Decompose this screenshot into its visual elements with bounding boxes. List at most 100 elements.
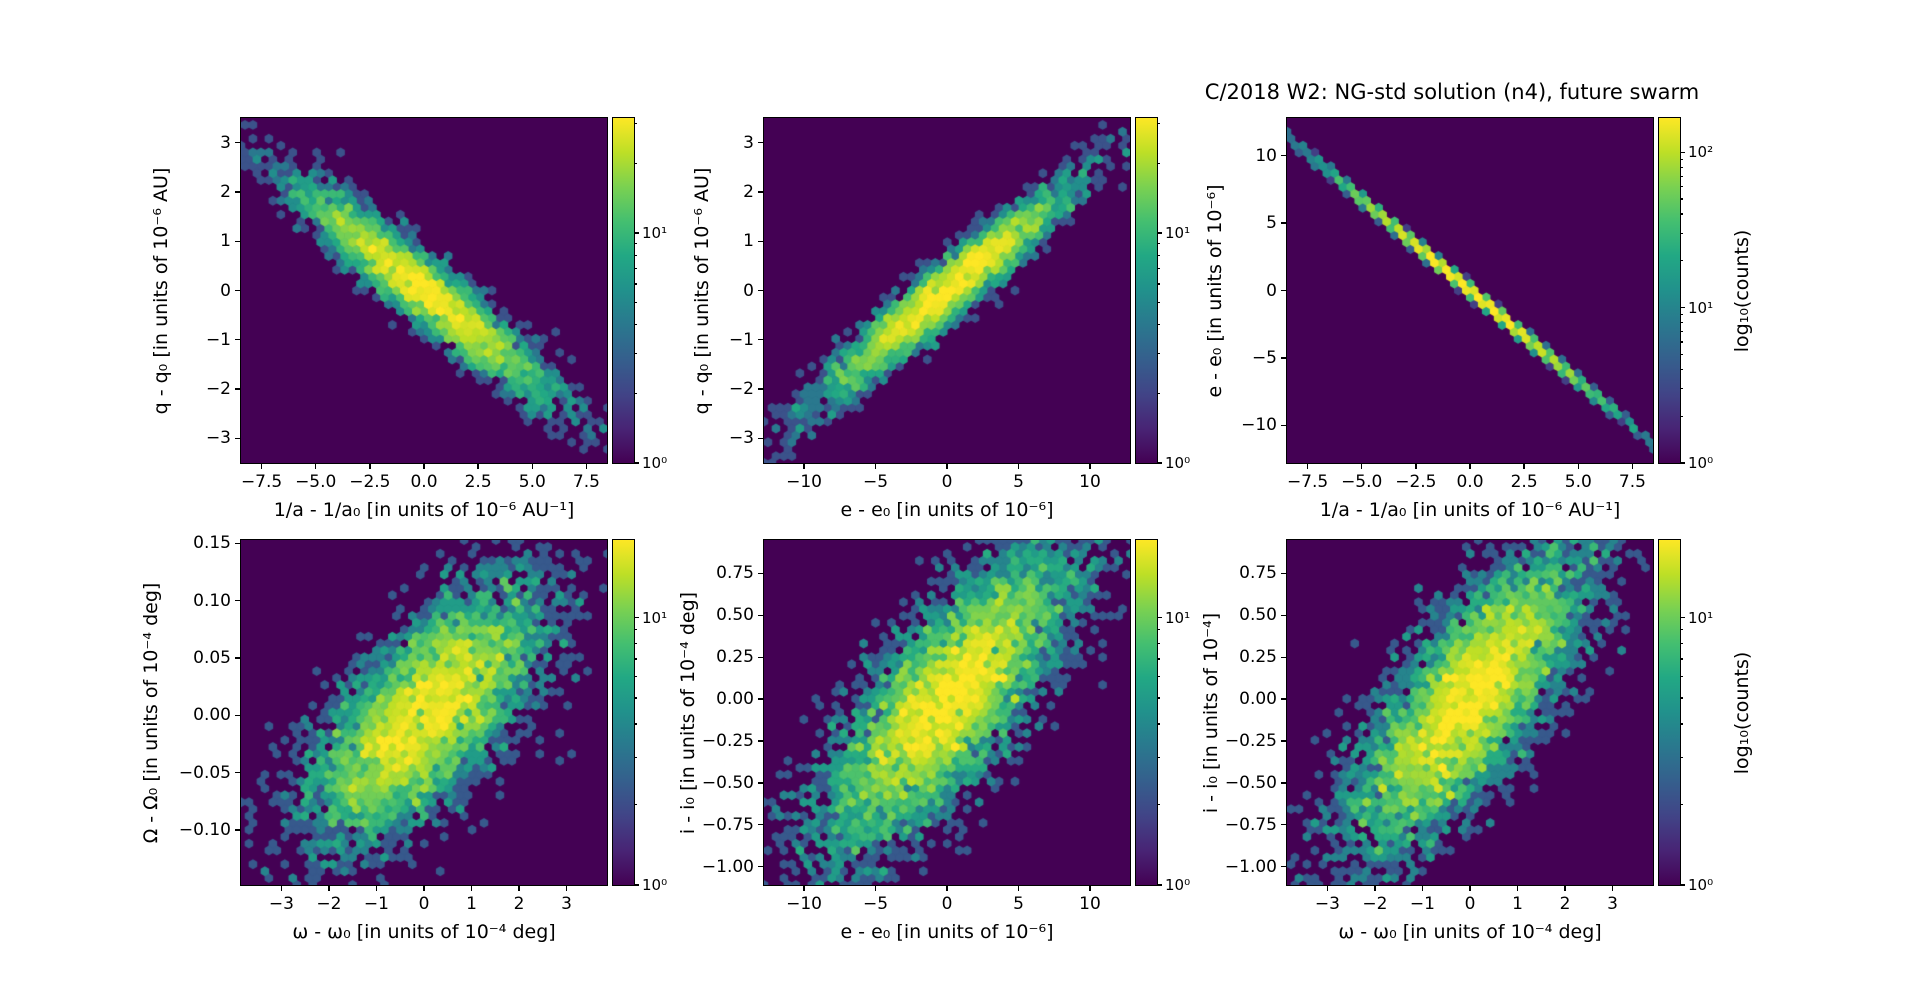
colorbar-minor-tick [1680, 368, 1683, 371]
colorbar-tick-label: 10⁰ [642, 876, 668, 894]
y-tick [1281, 357, 1287, 359]
x-tick-label: 7.5 [1618, 472, 1646, 492]
x-tick [423, 463, 425, 469]
y-tick-label: −0.50 [701, 772, 754, 793]
x-tick [1374, 885, 1376, 891]
top-middle-hexbin-canvas [763, 117, 1131, 464]
x-tick-label: 0 [941, 472, 953, 492]
y-tick-label: −3 [205, 428, 231, 449]
colorbar: 10¹ 10⁰ log₁₀(counts) [1658, 539, 1753, 894]
x-tick [518, 885, 520, 891]
y-tick [235, 191, 241, 193]
colorbar-minor-tick [1680, 723, 1683, 725]
colorbar-tick [1680, 306, 1685, 309]
x-tick-label: 5.0 [518, 472, 546, 492]
y-tick [235, 141, 241, 144]
colorbar-minor-tick [1680, 341, 1683, 343]
y-tick [758, 740, 764, 742]
colorbar-minor-tick [1680, 388, 1683, 390]
y-tick-label: 1 [743, 231, 754, 252]
x-tick [470, 885, 473, 891]
y-tick [235, 240, 241, 242]
y-tick-label: 0.05 [193, 648, 231, 669]
colorbar-minor-tick [634, 352, 637, 354]
y-tick [1281, 656, 1287, 658]
x-axis-label: e - e₀ [in units of 10⁻⁶] [840, 921, 1054, 943]
x-tick [1631, 463, 1634, 469]
y-tick-label: −10 [1241, 415, 1277, 436]
colorbar-tick [1157, 884, 1162, 886]
x-tick-label: 1 [1512, 894, 1523, 914]
x-tick [1611, 885, 1614, 891]
x-tick [946, 885, 948, 891]
x-tick-label: −2 [316, 894, 342, 914]
y-tick-label: 0.75 [1239, 563, 1277, 584]
y-tick-label: 1 [220, 231, 231, 252]
colorbar-minor-tick [634, 803, 637, 806]
x-tick [1421, 885, 1424, 891]
colorbar-minor-tick [1680, 198, 1683, 200]
x-tick-label: 3 [561, 894, 572, 914]
y-tick [758, 572, 764, 575]
colorbar-tick-label: 10⁰ [1165, 876, 1191, 894]
y-tick-label: 0.50 [716, 605, 754, 626]
bottom-right-hexbin-canvas [1286, 539, 1654, 886]
y-tick [1281, 782, 1287, 784]
y-tick [235, 600, 241, 602]
colorbar-tick [1157, 232, 1162, 234]
colorbar-minor-tick [1680, 803, 1683, 806]
y-tick-label: 3 [743, 132, 754, 153]
colorbar-minor-tick [634, 242, 637, 245]
x-axis-label: 1/a - 1/a₀ [in units of 10⁻⁶ AU⁻¹] [1319, 499, 1621, 521]
y-tick-label: −1.00 [701, 856, 754, 877]
bottom-middle-hexbin-canvas [763, 539, 1131, 886]
x-tick-label: 2.5 [1510, 472, 1538, 492]
y-tick-label: 0.25 [1239, 647, 1277, 668]
x-tick-label: −10 [786, 894, 822, 914]
colorbar-minor-tick [634, 658, 637, 660]
x-tick [874, 885, 877, 891]
x-axis-label: ω - ω₀ [in units of 10⁻⁴ deg] [1338, 921, 1602, 943]
hexbin-panel-bottom-left: −3 −2 −1 0 1 2 3 0.15 0.10 0.05 0.00 −0.05 −0.10 ω - … [140, 533, 667, 943]
colorbar-minor-tick [634, 756, 637, 758]
y-tick [758, 437, 764, 440]
x-tick [1017, 463, 1020, 469]
y-axis-label: e - e₀ [in units of 10⁻⁶] [1204, 183, 1226, 398]
colorbar-tick [1680, 462, 1685, 464]
colorbar-tick-label: 10² [1688, 143, 1714, 162]
colorbar-minor-tick [1680, 232, 1683, 235]
y-tick [235, 657, 241, 659]
x-tick-label: 10 [1079, 894, 1101, 914]
y-tick [758, 339, 764, 341]
y-tick [235, 289, 241, 292]
colorbar-minor-tick [634, 254, 637, 256]
y-tick [1281, 572, 1287, 575]
colorbar-minor-tick [1680, 415, 1683, 417]
x-tick-label: 0.0 [410, 472, 438, 492]
x-tick [315, 463, 317, 469]
y-tick [1281, 698, 1287, 700]
colorbar-minor-tick [1157, 254, 1160, 256]
colorbar-minor-tick [1680, 756, 1683, 758]
x-tick [874, 463, 877, 469]
x-tick-label: −5.0 [1341, 472, 1383, 492]
colorbar-minor-tick [634, 268, 637, 270]
y-tick [758, 656, 764, 658]
x-tick [1564, 885, 1566, 891]
x-axis-label: ω - ω₀ [in units of 10⁻⁴ deg] [292, 921, 556, 943]
y-tick [758, 865, 764, 868]
y-tick [235, 437, 241, 440]
colorbar-minor-tick [634, 283, 637, 285]
y-tick-label: −0.05 [178, 762, 231, 783]
y-tick [758, 388, 764, 390]
colorbar-minor-tick [634, 697, 637, 699]
x-tick [585, 463, 588, 469]
y-tick [1281, 155, 1287, 157]
y-tick-label: 0.10 [193, 590, 231, 611]
colorbar-minor-tick [1157, 283, 1160, 285]
x-tick-label: 0 [1464, 894, 1476, 914]
colorbar-tick [1680, 151, 1685, 153]
y-tick [1281, 614, 1287, 617]
colorbar-minor-tick [1680, 175, 1683, 177]
y-tick [758, 289, 764, 292]
